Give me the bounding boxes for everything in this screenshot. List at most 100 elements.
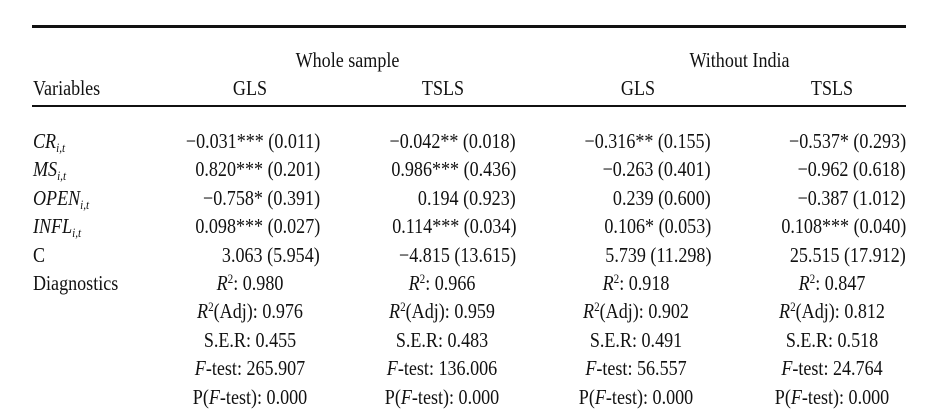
diagnostics-label: Diagnostics xyxy=(33,271,119,295)
variable-label: C xyxy=(33,243,45,267)
f-test-cell: F-test: 56.557 xyxy=(533,356,739,380)
coefficient-cell: 0.986*** (0.436) xyxy=(391,157,516,182)
adj-r2-cell-part: (Adj): xyxy=(599,299,649,324)
adj-r2-cell-value: 0.959 xyxy=(454,299,495,324)
adj-r2-cell-part: 2 xyxy=(790,299,796,315)
ser-cell-part: S.E.R: xyxy=(589,327,642,352)
p-f-test-cell: P(F-test): 0.000 xyxy=(147,385,353,409)
ser-cell: S.E.R: 0.518 xyxy=(729,328,935,352)
adj-r2-cell-value: 0.976 xyxy=(262,299,303,324)
p-f-test-cell-part: P( xyxy=(774,384,791,409)
header-variables: Variables xyxy=(33,76,101,100)
header-gls-without: GLS xyxy=(620,76,656,100)
adj-r2-cell-part: (Adj): xyxy=(405,299,455,324)
variable-label: MSi,t xyxy=(33,157,66,182)
f-test-cell-part: F xyxy=(194,356,206,381)
r2-cell-part: : xyxy=(815,271,825,295)
coefficient-cell: 0.108*** (0.040) xyxy=(781,214,906,239)
coefficient-cell: −0.316** (0.155) xyxy=(584,129,711,153)
adj-r2-cell-part: R xyxy=(779,299,791,324)
f-test-cell: F-test: 24.764 xyxy=(729,356,935,380)
p-f-test-cell: P(F-test): 0.000 xyxy=(339,385,545,409)
r2-cell-part: R xyxy=(408,271,420,295)
p-f-test-cell-part: -test): xyxy=(411,384,459,409)
coefficient-cell: 0.239 (0.600) xyxy=(613,185,711,210)
f-test-cell-value: 24.764 xyxy=(832,356,883,381)
f-test-cell-part: F xyxy=(781,356,793,381)
p-f-test-cell: P(F-test): 0.000 xyxy=(729,385,935,409)
coefficient-cell: −0.387 (1.012) xyxy=(797,185,906,210)
f-test-cell-part: F xyxy=(386,356,398,381)
coefficient-cell: −0.263 (0.401) xyxy=(602,157,711,182)
p-f-test-cell-part: P( xyxy=(192,384,209,409)
p-f-test-cell-value: 0.000 xyxy=(266,384,308,409)
f-test-cell-value: 265.907 xyxy=(246,356,306,381)
coefficient-cell: 0.106* (0.053) xyxy=(604,214,711,239)
coefficient-cell: 0.194 (0.923) xyxy=(418,185,516,210)
p-f-test-cell-part: P( xyxy=(578,384,595,409)
coefficient-cell: 5.739 (11.298) xyxy=(604,242,711,267)
r2-cell-part: : xyxy=(425,271,435,295)
group-header-without-india: Without India xyxy=(689,48,790,72)
coefficient-cell: 25.515 (17.912) xyxy=(790,242,906,267)
variable-subscript: i,t xyxy=(80,196,90,212)
adj-r2-cell-part: 2 xyxy=(400,299,406,315)
p-f-test-cell: P(F-test): 0.000 xyxy=(533,385,739,409)
ser-cell: S.E.R: 0.483 xyxy=(339,328,545,352)
p-f-test-cell-part: F xyxy=(790,384,802,409)
variable-symbol: CR xyxy=(33,129,57,153)
variable-label: INFLi,t xyxy=(33,214,81,239)
adj-r2-cell: R2(Adj): 0.976 xyxy=(147,299,353,323)
variable-symbol: MS xyxy=(33,157,58,182)
top-rule xyxy=(32,25,906,28)
coefficient-cell: 0.098*** (0.027) xyxy=(195,214,320,239)
header-rule xyxy=(32,105,906,107)
p-f-test-cell-part: F xyxy=(594,384,606,409)
coefficient-cell: −4.815 (13.615) xyxy=(398,242,516,267)
variable-symbol: INFL xyxy=(33,214,73,239)
coefficient-cell: −0.758* (0.391) xyxy=(202,185,320,210)
p-f-test-cell-part: P( xyxy=(384,384,401,409)
f-test-cell-part: -test: xyxy=(792,356,833,381)
r2-cell-part: R xyxy=(216,271,228,295)
adj-r2-cell-value: 0.812 xyxy=(844,299,885,324)
r2-cell: R2: 0.980 xyxy=(147,271,353,295)
coefficient-cell: −0.962 (0.618) xyxy=(797,157,906,182)
coefficient-cell: −0.537* (0.293) xyxy=(788,129,906,153)
p-f-test-cell-value: 0.000 xyxy=(848,384,890,409)
r2-cell: R2: 0.966 xyxy=(339,271,545,295)
r2-cell-part: 2 xyxy=(809,271,816,286)
r2-cell: R2: 0.847 xyxy=(729,271,935,295)
variable-label: CRi,t xyxy=(33,129,66,155)
coefficient-cell: 0.820*** (0.201) xyxy=(195,157,320,182)
p-f-test-cell-part: -test): xyxy=(219,384,267,409)
r2-cell-part: : xyxy=(233,271,243,295)
f-test-cell-part: -test: xyxy=(596,356,637,381)
f-test-cell: F-test: 265.907 xyxy=(147,356,353,380)
coefficient-cell: −0.042** (0.018) xyxy=(389,129,516,153)
f-test-cell-part: -test: xyxy=(397,356,439,381)
r2-cell-part: 2 xyxy=(419,271,426,286)
f-test-cell-part: -test: xyxy=(205,356,247,381)
ser-cell-value: 0.518 xyxy=(837,327,879,352)
header-gls-whole: GLS xyxy=(232,76,268,100)
coefficient-cell: −0.031*** (0.011) xyxy=(185,129,320,153)
r2-cell-value: 0.980 xyxy=(242,271,284,295)
header-tsls-without: TSLS xyxy=(810,76,854,100)
coefficient-cell: 3.063 (5.954) xyxy=(222,242,320,267)
adj-r2-cell: R2(Adj): 0.902 xyxy=(533,299,739,323)
r2-cell: R2: 0.918 xyxy=(533,271,739,295)
f-test-cell: F-test: 136.006 xyxy=(339,356,545,380)
adj-r2-cell-part: R xyxy=(583,299,595,324)
adj-r2-cell-part: (Adj): xyxy=(795,299,845,324)
variable-label: OPENi,t xyxy=(33,186,90,212)
group-header-whole-sample: Whole sample xyxy=(295,48,400,72)
p-f-test-cell-part: F xyxy=(400,384,412,409)
variable-symbol: C xyxy=(33,242,46,267)
adj-r2-cell: R2(Adj): 0.959 xyxy=(339,299,545,323)
variable-subscript: i,t xyxy=(56,140,66,155)
coefficient-cell: 0.114*** (0.034) xyxy=(391,214,516,239)
ser-cell: S.E.R: 0.455 xyxy=(147,328,353,352)
r2-cell-part: R xyxy=(602,271,614,295)
r2-cell-part: 2 xyxy=(227,271,234,286)
